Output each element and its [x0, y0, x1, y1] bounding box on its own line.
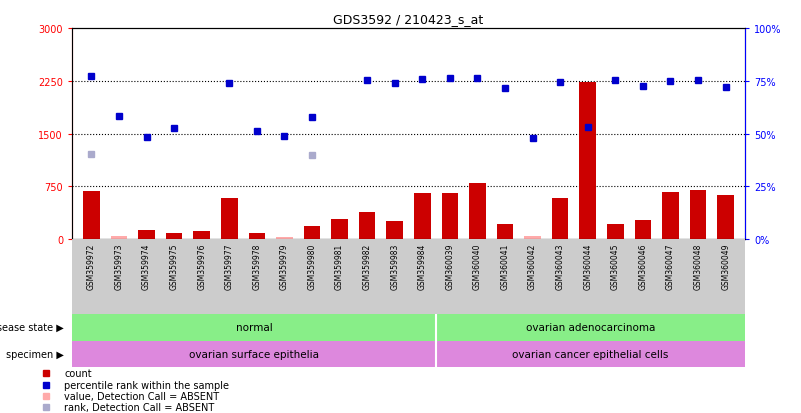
Text: GSM360040: GSM360040 [473, 243, 482, 290]
Bar [690, 190, 706, 240]
Text: GSM359972: GSM359972 [87, 243, 96, 290]
Bar [166, 234, 183, 240]
Text: GSM360046: GSM360046 [638, 243, 647, 290]
Text: GSM359978: GSM359978 [252, 243, 261, 290]
Text: GSM359976: GSM359976 [197, 243, 206, 290]
Bar [469, 183, 485, 240]
Bar [634, 221, 651, 240]
Text: GSM359973: GSM359973 [115, 243, 123, 290]
Bar [332, 220, 348, 240]
Text: GSM360048: GSM360048 [694, 243, 702, 290]
Bar [304, 227, 320, 240]
Bar [193, 232, 210, 240]
Bar [72, 314, 436, 341]
Bar [497, 224, 513, 240]
Bar [139, 230, 155, 240]
Bar [83, 192, 99, 240]
Text: GSM359983: GSM359983 [390, 243, 399, 290]
Text: GSM359975: GSM359975 [170, 243, 179, 290]
Bar [718, 196, 734, 240]
Bar [111, 236, 127, 240]
Text: GSM360047: GSM360047 [666, 243, 675, 290]
Text: GSM360042: GSM360042 [528, 243, 537, 290]
Bar [441, 193, 458, 240]
Bar [221, 199, 238, 240]
Bar [579, 83, 596, 240]
Text: disease state ▶: disease state ▶ [0, 322, 64, 332]
Text: ovarian cancer epithelial cells: ovarian cancer epithelial cells [513, 349, 669, 359]
Text: GSM359974: GSM359974 [142, 243, 151, 290]
Text: GSM360044: GSM360044 [583, 243, 592, 290]
Bar [525, 236, 541, 240]
Bar [72, 240, 745, 314]
Bar [436, 314, 745, 341]
Text: GSM359981: GSM359981 [335, 243, 344, 290]
Text: count: count [64, 368, 92, 378]
Text: percentile rank within the sample: percentile rank within the sample [64, 380, 229, 389]
Text: GSM360041: GSM360041 [501, 243, 509, 290]
Text: GSM360049: GSM360049 [721, 243, 731, 290]
Text: ovarian adenocarcinoma: ovarian adenocarcinoma [525, 322, 655, 332]
Bar [607, 225, 624, 240]
Text: GSM359984: GSM359984 [418, 243, 427, 290]
Bar [248, 233, 265, 240]
Text: normal: normal [235, 322, 272, 332]
Bar [72, 341, 436, 368]
Text: GSM360039: GSM360039 [445, 243, 454, 290]
Text: GSM359982: GSM359982 [363, 243, 372, 290]
Bar [414, 193, 431, 240]
Text: GSM359980: GSM359980 [308, 243, 316, 290]
Bar [359, 213, 376, 240]
Bar [386, 221, 403, 240]
Text: GSM359979: GSM359979 [280, 243, 289, 290]
Text: GSM360045: GSM360045 [611, 243, 620, 290]
Text: GSM359977: GSM359977 [225, 243, 234, 290]
Text: value, Detection Call = ABSENT: value, Detection Call = ABSENT [64, 391, 219, 401]
Bar [276, 237, 292, 240]
Text: rank, Detection Call = ABSENT: rank, Detection Call = ABSENT [64, 402, 215, 412]
Bar [662, 192, 678, 240]
Text: GSM360043: GSM360043 [556, 243, 565, 290]
Text: ovarian surface epithelia: ovarian surface epithelia [189, 349, 319, 359]
Title: GDS3592 / 210423_s_at: GDS3592 / 210423_s_at [333, 13, 484, 26]
Bar [552, 199, 569, 240]
Bar [436, 341, 745, 368]
Text: specimen ▶: specimen ▶ [6, 349, 64, 359]
